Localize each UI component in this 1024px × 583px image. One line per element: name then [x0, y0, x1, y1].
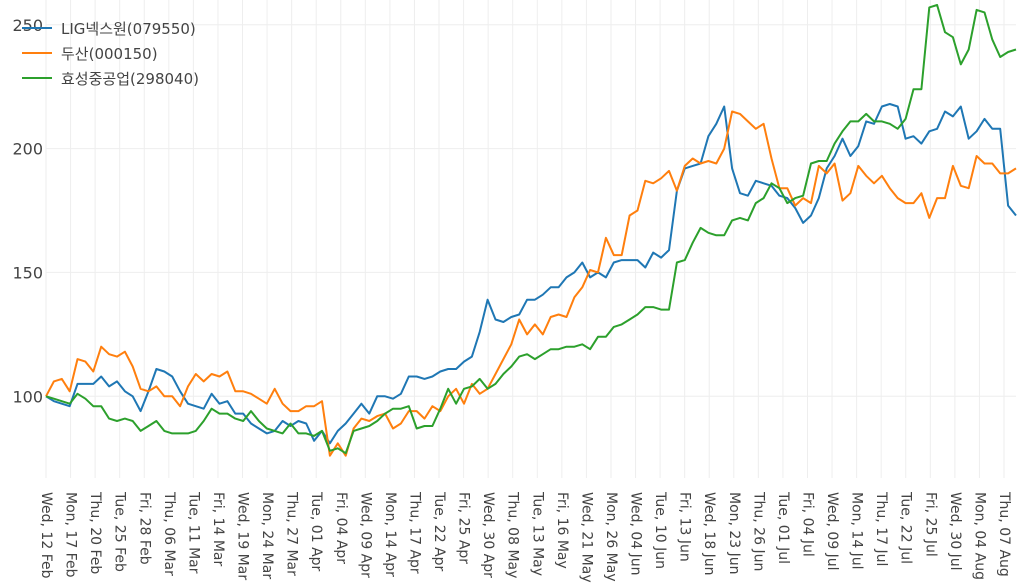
- x-tick-label: Mon, 24 Mar: [259, 492, 275, 579]
- x-tick-label: Wed, 18 Jun: [701, 492, 717, 576]
- y-tick-label: 150: [12, 263, 43, 282]
- legend-item[interactable]: 두산(000150): [22, 45, 158, 63]
- x-tick-label: Tue, 22 Apr: [431, 491, 447, 572]
- x-tick-label: Wed, 30 Apr: [480, 492, 496, 578]
- x-tick-label: Fri, 13 Jun: [677, 492, 693, 562]
- x-tick-label: Fri, 28 Feb: [136, 492, 152, 565]
- series-lines: [45, 4, 1017, 457]
- x-tick-label: Wed, 09 Jul: [824, 492, 840, 571]
- x-tick-label: Mon, 17 Feb: [63, 492, 79, 578]
- x-axis-ticks: Wed, 12 Feb Mon, 17 Feb Thu, 20 Feb Tue, 25…: [38, 491, 1012, 583]
- x-tick-label: Mon, 26 May: [603, 492, 619, 582]
- x-tick-label: Wed, 04 Jun: [628, 492, 644, 576]
- x-tick-label: Fri, 04 Apr: [333, 492, 349, 564]
- x-tick-label: Thu, 20 Feb: [87, 491, 103, 574]
- x-tick-label: Wed, 21 May: [578, 492, 594, 583]
- x-tick-label: Tue, 01 Jul: [775, 491, 791, 564]
- x-tick-label: Tue, 25 Feb: [112, 491, 128, 572]
- x-tick-label: Fri, 16 May: [554, 492, 570, 569]
- grid-lines: [45, 0, 1016, 478]
- x-tick-label: Wed, 12 Feb: [38, 492, 54, 579]
- x-tick-label: Fri, 25 Apr: [456, 492, 472, 564]
- y-tick-label: 100: [12, 387, 43, 406]
- x-tick-label: Thu, 27 Mar: [284, 491, 300, 576]
- x-tick-label: Tue, 10 Jun: [652, 491, 668, 569]
- x-tick-label: Thu, 17 Jul: [873, 491, 889, 566]
- x-tick-label: Mon, 14 Jul: [849, 492, 865, 570]
- x-tick-label: Thu, 26 Jun: [750, 491, 766, 571]
- y-tick-label: 250: [12, 16, 43, 35]
- x-tick-label: Thu, 17 Apr: [406, 491, 422, 574]
- y-tick-label: 200: [12, 140, 43, 159]
- series-line-1[interactable]: [45, 110, 1017, 457]
- series-line-2[interactable]: [45, 4, 1017, 455]
- legend-label: 효성중공업(298040): [61, 70, 199, 88]
- x-tick-label: Wed, 19 Mar: [235, 492, 251, 580]
- x-tick-label: Mon, 23 Jun: [726, 492, 742, 575]
- x-tick-label: Tue, 22 Jul: [898, 491, 914, 564]
- x-tick-label: Fri, 04 Jul: [799, 492, 815, 557]
- x-tick-label: Mon, 04 Aug: [971, 492, 987, 580]
- legend-label: LIG넥스원(079550): [61, 20, 196, 38]
- legend-item[interactable]: LIG넥스원(079550): [22, 20, 196, 38]
- x-tick-label: Tue, 13 May: [529, 491, 545, 576]
- series-line-0[interactable]: [45, 103, 1017, 445]
- x-tick-label: Tue, 01 Apr: [308, 491, 324, 572]
- x-tick-label: Wed, 30 Jul: [947, 492, 963, 571]
- x-tick-label: Thu, 08 May: [505, 491, 521, 578]
- x-tick-label: Wed, 09 Apr: [357, 492, 373, 578]
- x-tick-label: Thu, 07 Aug: [996, 491, 1012, 577]
- x-tick-label: Fri, 25 Jul: [922, 492, 938, 557]
- legend[interactable]: LIG넥스원(079550) 두산(000150) 효성중공업(298040): [22, 20, 199, 88]
- legend-label: 두산(000150): [61, 45, 158, 63]
- x-tick-label: Mon, 14 Apr: [382, 492, 398, 577]
- y-axis-ticks: 100 150 200 250: [12, 16, 43, 407]
- legend-item[interactable]: 효성중공업(298040): [22, 70, 199, 88]
- x-tick-label: Fri, 14 Mar: [210, 492, 226, 567]
- x-tick-label: Thu, 06 Mar: [161, 491, 177, 576]
- x-tick-label: Tue, 11 Mar: [185, 491, 201, 574]
